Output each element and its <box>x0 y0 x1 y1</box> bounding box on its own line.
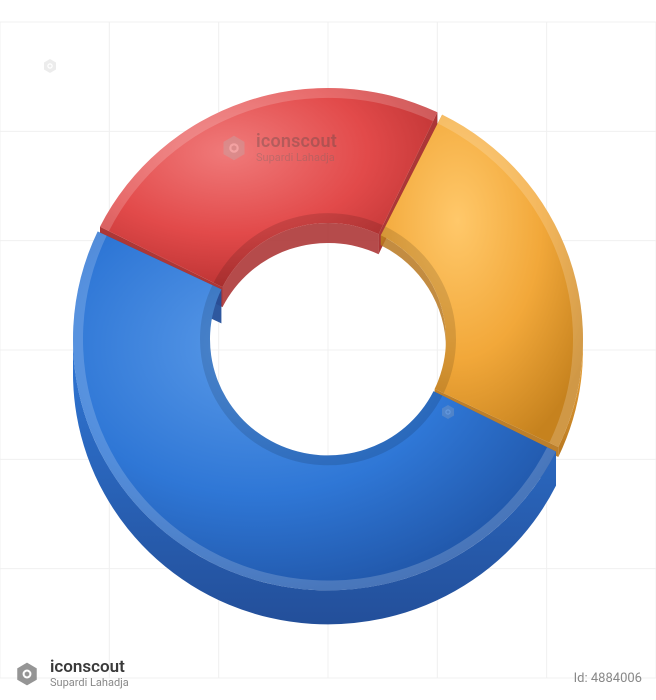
attribution-author: Supardi Lahadja <box>50 677 129 690</box>
preview-canvas: iconscout Supardi Lahadja iconscout Supa… <box>0 0 656 700</box>
iconscout-logo-icon <box>42 58 58 74</box>
watermark: iconscout Supardi Lahadja <box>220 132 337 164</box>
watermark-author: Supardi Lahadja <box>256 152 337 164</box>
iconscout-logo-icon <box>220 134 248 162</box>
watermark <box>42 58 58 74</box>
iconscout-logo-icon <box>14 661 40 687</box>
watermark <box>440 404 456 420</box>
asset-id: Id: 4884006 <box>574 671 642 686</box>
attribution-brand: iconscout <box>50 658 129 678</box>
iconscout-logo-icon <box>440 404 456 420</box>
watermark-brand: iconscout <box>256 132 337 152</box>
attribution: iconscout Supardi Lahadja <box>14 658 129 690</box>
